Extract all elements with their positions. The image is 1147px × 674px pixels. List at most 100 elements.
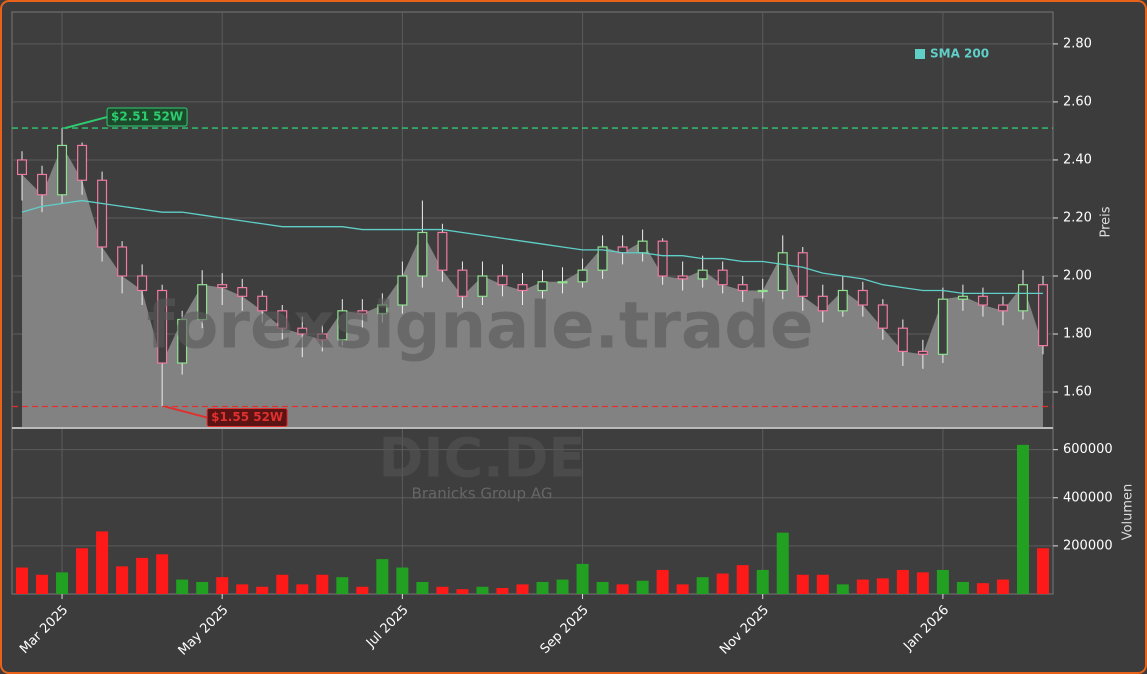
volume-bar	[196, 581, 209, 594]
volume-bar	[76, 548, 89, 594]
volume-bar	[476, 586, 489, 594]
price-area	[22, 145, 1043, 428]
candle-body	[817, 295, 828, 312]
volume-bar	[236, 584, 249, 594]
volume-bar	[336, 577, 349, 594]
volume-bar	[96, 531, 109, 594]
volume-bar	[796, 574, 809, 594]
candle-body	[917, 350, 928, 355]
candle-body	[37, 173, 48, 196]
candle-body	[757, 289, 768, 293]
candle-body	[677, 275, 688, 280]
candle-body	[257, 295, 268, 312]
volume-bar	[1036, 548, 1049, 594]
candle-body	[637, 240, 648, 254]
legend-swatch	[915, 49, 925, 59]
candle-body	[837, 289, 848, 312]
annotation-arrow	[64, 116, 108, 130]
layer: 1.60 1.80 2.00 2.20 2.40 2.60 2.80 200000 400000…	[12, 12, 1113, 659]
candle-body	[797, 252, 808, 297]
volume-bar	[456, 589, 469, 594]
candle-body	[177, 318, 188, 364]
candle-body	[877, 304, 888, 329]
candle-body	[497, 275, 508, 286]
volume-bar	[316, 574, 329, 594]
volume-bar	[136, 557, 149, 594]
volume-bar	[956, 581, 969, 594]
y-tick-label: 2.20	[1063, 210, 1092, 225]
candle-body	[337, 310, 348, 341]
watermark: forexsignale.trade	[147, 290, 814, 364]
y-tick-label: 1.80	[1063, 327, 1092, 342]
volume-bar	[416, 581, 429, 594]
candle-body	[857, 289, 868, 306]
candle-body	[97, 179, 108, 248]
candle-body	[977, 295, 988, 306]
volume-bar	[376, 559, 389, 594]
volume-bar	[536, 581, 549, 594]
y-tick-label: 2.80	[1063, 36, 1092, 51]
volume-bar	[596, 581, 609, 594]
y-tick-label: 2.00	[1063, 268, 1092, 283]
candle-body	[277, 310, 288, 329]
volume-bar	[936, 569, 949, 594]
candle-body	[237, 286, 248, 297]
volume-bar	[996, 579, 1009, 594]
volume-bar	[116, 566, 129, 594]
volume-bar	[756, 569, 769, 594]
annotation-label: $1.55 52W	[211, 410, 283, 424]
candle-body	[937, 298, 948, 355]
candle-body	[317, 333, 328, 341]
volume-bar	[156, 554, 169, 594]
candle-body	[137, 275, 148, 292]
volume-bar	[976, 583, 989, 594]
volume-bar	[216, 577, 229, 594]
volume-bar	[556, 579, 569, 594]
volume-bar	[736, 565, 749, 594]
volume-bar	[436, 586, 449, 594]
candle-body	[57, 144, 68, 196]
candle-body	[517, 284, 528, 292]
candle-body	[437, 231, 448, 271]
volume-bar	[636, 580, 649, 594]
candle-body	[697, 269, 708, 280]
candle-body	[1017, 284, 1028, 312]
legend-label: SMA 200	[930, 47, 989, 61]
candle-body	[777, 252, 788, 292]
candle-body	[957, 295, 968, 300]
volume-tick-label: 200000	[1063, 538, 1113, 553]
annotation-box	[106, 107, 188, 127]
volume-bar	[176, 579, 189, 594]
candle-body	[417, 231, 428, 277]
candle-body	[577, 269, 588, 283]
volume-bar	[616, 584, 629, 594]
volume-bar	[716, 573, 729, 594]
volume-bar	[916, 572, 929, 594]
candle-body	[557, 281, 568, 284]
candle-body	[1037, 284, 1048, 347]
candle-body	[397, 275, 408, 306]
watermark-subtitle: Branicks Group AG	[412, 485, 553, 503]
volume-bar	[676, 584, 689, 594]
candle-body	[157, 289, 168, 364]
volume-bar	[876, 578, 889, 594]
volume-bar	[256, 586, 269, 594]
volume-bar	[836, 584, 849, 594]
candle-body	[77, 144, 88, 181]
volume-bar	[816, 574, 829, 594]
volume-bar	[356, 586, 369, 594]
candle-body	[357, 310, 368, 315]
annotation-box	[206, 408, 288, 428]
candle-body	[997, 304, 1008, 312]
volume-tick-label: 600000	[1063, 442, 1113, 457]
candle-body	[17, 159, 28, 176]
y-tick-label: 2.40	[1063, 152, 1092, 167]
sma-line	[21, 199, 1043, 295]
volume-bar	[896, 569, 909, 594]
annotation-label: $2.51 52W	[111, 110, 183, 124]
volume-bar	[696, 577, 709, 594]
candle-body	[897, 327, 908, 353]
y-tick-label: 1.60	[1063, 385, 1092, 400]
volume-axis-label: Volumen	[1121, 484, 1136, 541]
